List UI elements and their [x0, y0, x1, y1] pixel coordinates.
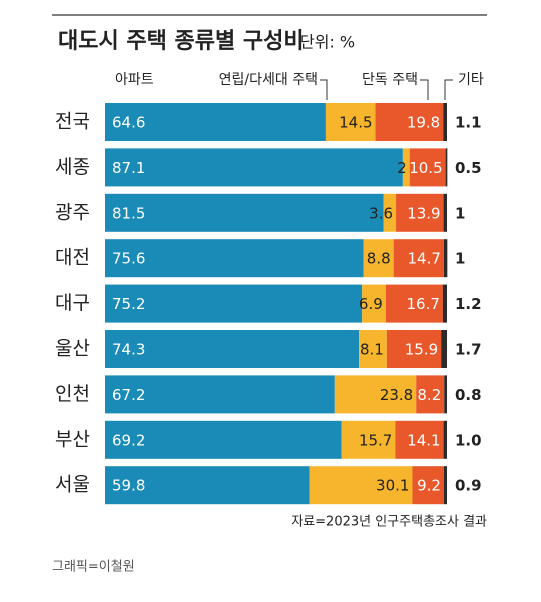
legend-leader	[320, 79, 328, 100]
bar-segment	[105, 239, 364, 278]
value-label: 2	[397, 159, 407, 177]
bar-segment	[396, 193, 444, 232]
bar-segment	[443, 103, 447, 141]
value-label: 14.1	[407, 431, 440, 449]
bar-segment	[383, 193, 397, 232]
credit: 그래픽=이철원	[52, 560, 135, 575]
legend-leader	[444, 79, 453, 100]
value-label: 15.7	[359, 431, 392, 449]
bar-segment	[409, 148, 446, 187]
bar-segment	[442, 284, 447, 323]
value-label: 1.7	[455, 341, 482, 359]
value-label: 8.2	[417, 386, 441, 404]
legend-label: 연립/다세대 주택	[219, 72, 318, 88]
category-label: 광주	[55, 201, 90, 223]
bar-segment	[363, 239, 394, 278]
value-label: 10.5	[409, 159, 442, 177]
legend-label: 아파트	[115, 72, 154, 88]
bar-segment	[105, 284, 363, 323]
value-label: 75.6	[112, 250, 145, 268]
bar-segment	[105, 330, 360, 368]
bar-segment	[386, 330, 442, 368]
value-label: 75.2	[112, 295, 145, 313]
bar-segment	[362, 284, 386, 323]
bar-segment	[325, 103, 376, 141]
value-label: 1.2	[455, 295, 482, 313]
value-label: 14.5	[339, 114, 372, 132]
chart-title: 대도시 주택 종류별 구성비	[58, 29, 304, 54]
bar-segment	[395, 420, 444, 459]
value-label: 87.1	[112, 159, 145, 177]
category-label: 대전	[55, 247, 90, 269]
value-label: 15.9	[405, 341, 438, 359]
value-label: 81.5	[112, 204, 145, 222]
value-label: 64.6	[112, 114, 145, 132]
value-label: 69.2	[112, 431, 145, 449]
category-label: 서울	[55, 474, 90, 496]
bar-segment	[341, 420, 396, 459]
value-label: 23.8	[380, 386, 413, 404]
category-label: 대구	[55, 292, 90, 314]
bar-segment	[443, 466, 447, 505]
bar-segment	[402, 148, 410, 187]
bar-segment	[445, 148, 448, 187]
chart-subtitle: 단위: %	[300, 33, 355, 52]
value-label: 14.7	[408, 250, 441, 268]
bar-segment	[105, 148, 403, 187]
bar-segment	[105, 466, 310, 505]
bar-segment	[443, 420, 447, 459]
value-label: 13.9	[407, 204, 440, 222]
bar-segment	[105, 375, 335, 414]
bar-segment	[443, 193, 447, 232]
value-label: 9.2	[417, 477, 441, 495]
value-label: 8.8	[367, 250, 391, 268]
category-label: 인천	[55, 383, 90, 405]
legend-label: 단독 주택	[362, 72, 418, 88]
legend-label: 기타	[458, 72, 484, 88]
category-label: 부산	[55, 428, 90, 450]
value-label: 3.6	[369, 204, 393, 222]
bar-segment	[416, 375, 445, 414]
value-label: 1	[455, 250, 465, 268]
value-label: 0.8	[455, 386, 482, 404]
bar-segment	[309, 466, 413, 505]
bar-segment	[334, 375, 417, 414]
value-label: 67.2	[112, 386, 145, 404]
value-label: 19.8	[407, 114, 440, 132]
category-label: 전국	[55, 111, 90, 133]
value-label: 30.1	[376, 477, 409, 495]
bar-segment	[385, 284, 443, 323]
bar-segment	[359, 330, 387, 368]
bar-segment	[375, 103, 444, 141]
value-label: 1.0	[455, 431, 482, 449]
bar-segment	[441, 330, 447, 368]
value-label: 16.7	[406, 295, 439, 313]
bar-segment	[444, 375, 447, 414]
bar-segment	[443, 239, 448, 278]
value-label: 0.5	[455, 159, 482, 177]
value-label: 8.1	[360, 341, 384, 359]
value-label: 6.9	[359, 295, 383, 313]
value-label: 74.3	[112, 341, 145, 359]
category-label: 세종	[55, 156, 90, 178]
bar-segment	[105, 103, 326, 141]
value-label: 1.1	[455, 114, 482, 132]
category-label: 울산	[55, 338, 90, 360]
source: 자료=2023년 인구주택총조사 결과	[291, 515, 487, 530]
value-label: 0.9	[455, 477, 482, 495]
value-label: 59.8	[112, 477, 145, 495]
bar-segment	[105, 420, 342, 459]
bar-segment	[105, 193, 384, 232]
bar-segment	[393, 239, 444, 278]
bar-segment	[412, 466, 444, 505]
value-label: 1	[455, 204, 465, 222]
legend-leader	[420, 79, 429, 100]
